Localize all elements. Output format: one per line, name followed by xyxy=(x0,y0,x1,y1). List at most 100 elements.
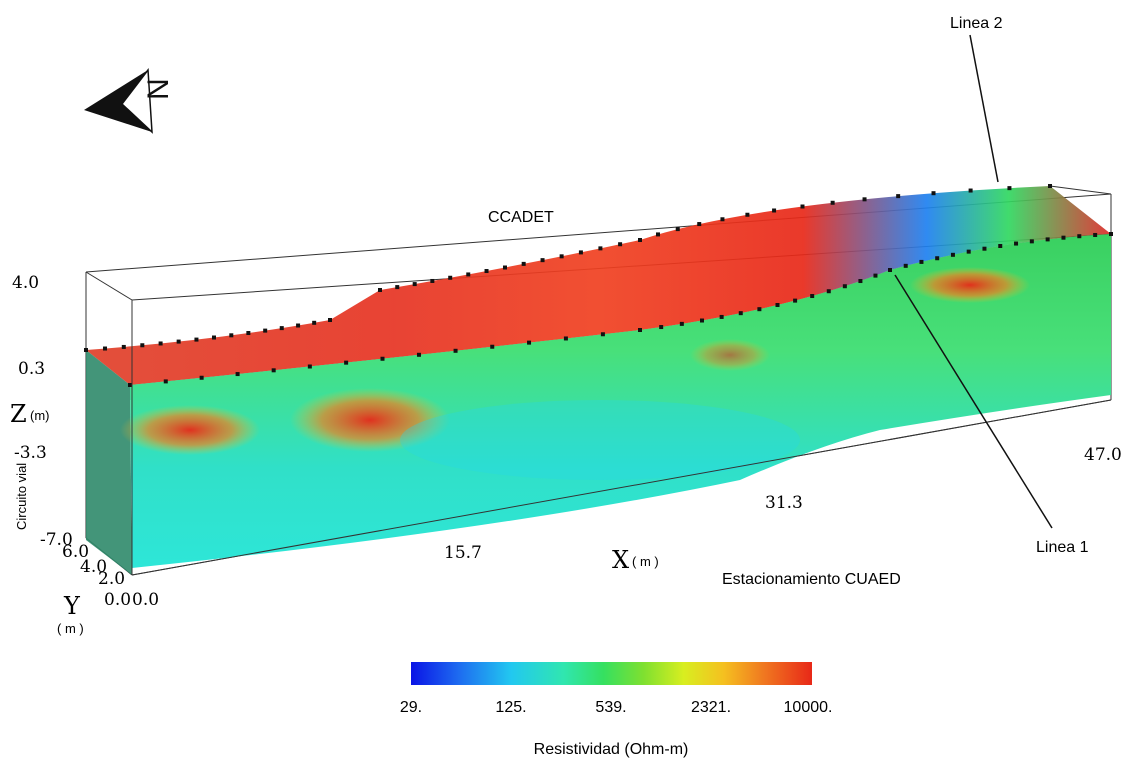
ccadet-label: CCADET xyxy=(488,209,554,226)
electrode xyxy=(935,256,940,261)
electrode xyxy=(982,246,987,251)
electrode xyxy=(757,307,762,312)
electrode xyxy=(1109,232,1113,236)
electrode xyxy=(380,356,385,361)
electrode xyxy=(578,250,583,255)
x-axis-label: X xyxy=(612,546,629,574)
left-face xyxy=(86,350,132,575)
electrode xyxy=(263,328,268,333)
electrode xyxy=(1048,184,1052,188)
electrode xyxy=(679,321,684,326)
electrode xyxy=(378,288,382,292)
electrode xyxy=(246,331,251,336)
colorbar-tick: 29. xyxy=(400,699,422,716)
electrode xyxy=(842,284,847,289)
bottom-edge xyxy=(131,399,1112,576)
electrode xyxy=(810,294,815,299)
anomalies xyxy=(120,267,1030,480)
colorbar-tick: 539. xyxy=(595,699,626,716)
linea1-label: Linea 1 xyxy=(1036,539,1089,556)
electrode xyxy=(800,204,805,209)
electrode xyxy=(229,333,234,338)
y-axis-unit: ( m ) xyxy=(57,621,84,636)
electrode xyxy=(600,332,605,337)
electrode xyxy=(307,364,312,369)
electrode xyxy=(490,344,495,349)
electrode xyxy=(896,194,901,199)
electrode xyxy=(158,341,163,346)
electrode xyxy=(656,232,661,237)
electrode xyxy=(931,191,936,196)
electrode xyxy=(279,326,284,331)
z-tick-minus-3-3: -3.3 xyxy=(14,443,47,463)
linea1-leader xyxy=(894,274,1053,529)
linea2-leader xyxy=(969,34,999,183)
electrode xyxy=(312,320,317,325)
y-axis-label: Y xyxy=(63,592,81,620)
front-face xyxy=(130,234,1111,568)
electrode xyxy=(998,244,1003,248)
electrode xyxy=(775,303,780,307)
electrode xyxy=(638,328,642,332)
colorbar-title: Resistividad (Ohm-m) xyxy=(534,741,689,758)
north-label: N xyxy=(142,78,175,100)
colorbar-tick: 125. xyxy=(495,699,526,716)
electrode xyxy=(968,188,973,193)
electrode xyxy=(772,208,777,213)
electrode xyxy=(296,323,301,328)
electrode xyxy=(697,222,702,227)
linea2-label: Linea 2 xyxy=(950,15,1003,32)
electrode xyxy=(453,348,458,353)
electrode xyxy=(103,346,108,351)
x-tick-15-7: 15.7 xyxy=(444,543,482,563)
electrode xyxy=(598,246,603,251)
y-tick-4: 4.0 xyxy=(80,557,107,577)
x-axis-unit: ( m ) xyxy=(632,554,659,569)
electrode xyxy=(699,318,704,323)
electrode xyxy=(966,249,971,254)
z-tick-minus-7: -7.0 xyxy=(40,530,73,550)
electrode xyxy=(1077,234,1082,239)
electrode xyxy=(395,285,400,290)
electrode xyxy=(271,368,276,373)
z-tick-4: 4.0 xyxy=(12,273,39,293)
electrodes-linea2 xyxy=(84,184,1052,352)
electrode xyxy=(1045,237,1050,242)
electrode xyxy=(416,352,421,357)
electrode xyxy=(950,252,955,257)
z-tick-0-3: 0.3 xyxy=(18,359,45,379)
electrode xyxy=(412,282,417,287)
electrode xyxy=(738,311,743,316)
electrode xyxy=(830,200,835,205)
electrode xyxy=(466,272,471,277)
y-tick-6: 6.0 xyxy=(62,542,89,562)
colorbar xyxy=(411,662,812,685)
electrode xyxy=(719,314,724,319)
electrode xyxy=(448,275,453,280)
electrode xyxy=(638,238,642,242)
top-surface xyxy=(86,186,1111,385)
electrode xyxy=(328,318,332,322)
electrode xyxy=(1061,235,1066,240)
electrode xyxy=(128,383,132,387)
electrode xyxy=(121,344,126,349)
electrode xyxy=(793,298,798,303)
electrode xyxy=(430,278,435,283)
north-arrow-icon xyxy=(84,67,153,134)
electrode xyxy=(1093,232,1098,237)
electrode xyxy=(1014,241,1019,246)
estacionamiento-label: Estacionamiento CUAED xyxy=(722,571,901,588)
z-axis-unit: (m) xyxy=(30,408,50,423)
electrode xyxy=(212,335,216,340)
electrode xyxy=(484,269,489,274)
electrode xyxy=(826,289,831,294)
electrode xyxy=(919,259,924,264)
electrode xyxy=(176,339,181,344)
colorbar-tick: 10000. xyxy=(784,699,833,716)
electrode xyxy=(858,279,863,284)
electrode xyxy=(559,254,564,259)
electrode xyxy=(140,343,145,348)
colorbar-tick: 2321. xyxy=(691,699,731,716)
electrode xyxy=(563,336,568,341)
